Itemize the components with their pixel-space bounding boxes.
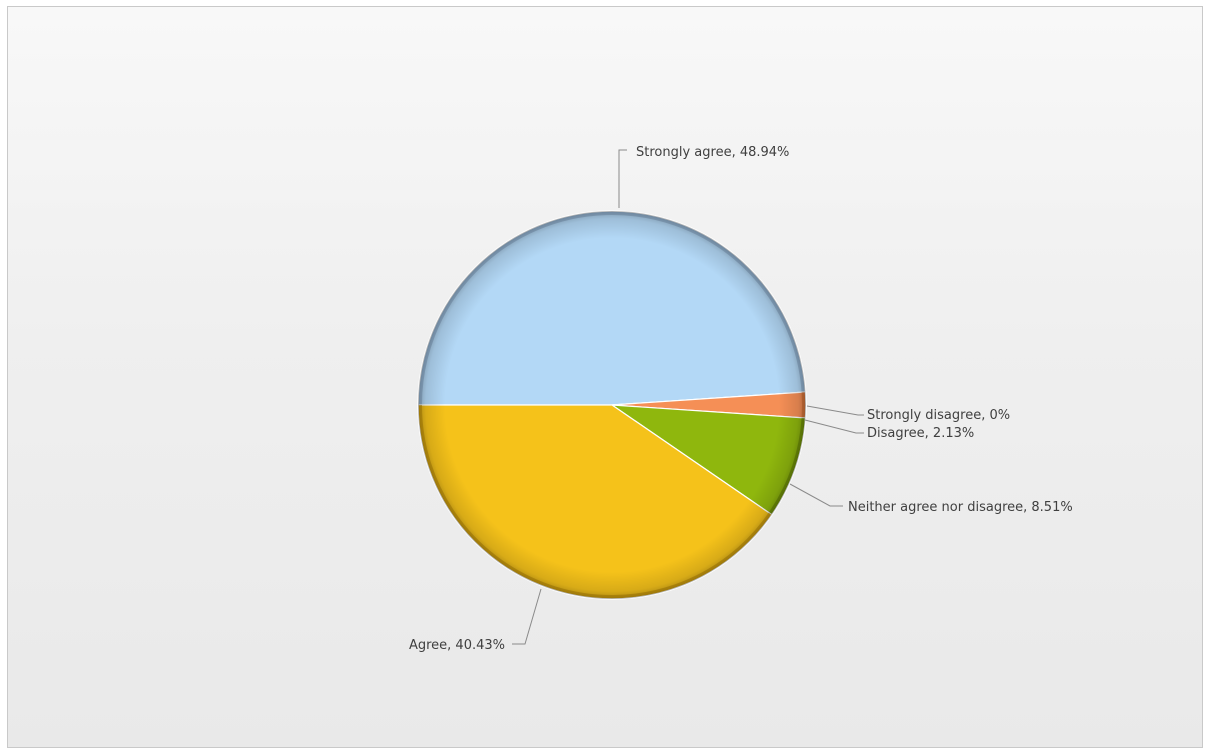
data-label-agree: Agree, 40.43% xyxy=(409,638,505,653)
leader-line-disagree xyxy=(804,419,864,434)
leader-line-agree xyxy=(512,588,542,645)
data-label-neither-agree-nor-disagree: Neither agree nor disagree, 8.51% xyxy=(848,500,1073,515)
pie-slices xyxy=(417,210,807,600)
data-label-strongly-agree: Strongly agree, 48.94% xyxy=(636,145,789,160)
chart-panel: Strongly agree, 48.94% Strongly disagree,… xyxy=(7,6,1203,748)
data-label-disagree: Disagree, 2.13% xyxy=(867,426,974,441)
pie-data-labels: Strongly agree, 48.94% Strongly disagree,… xyxy=(409,145,1073,653)
leader-line-neither-agree-nor-disagree xyxy=(789,483,843,507)
leader-line-strongly-disagree xyxy=(806,405,864,416)
leader-line-strongly-agree xyxy=(618,149,627,208)
data-label-strongly-disagree: Strongly disagree, 0% xyxy=(867,408,1010,423)
pie-slice-strongly-agree[interactable] xyxy=(417,210,807,406)
pie-chart: Strongly agree, 48.94% Strongly disagree,… xyxy=(409,145,1073,653)
pie-leader-lines xyxy=(512,149,864,645)
